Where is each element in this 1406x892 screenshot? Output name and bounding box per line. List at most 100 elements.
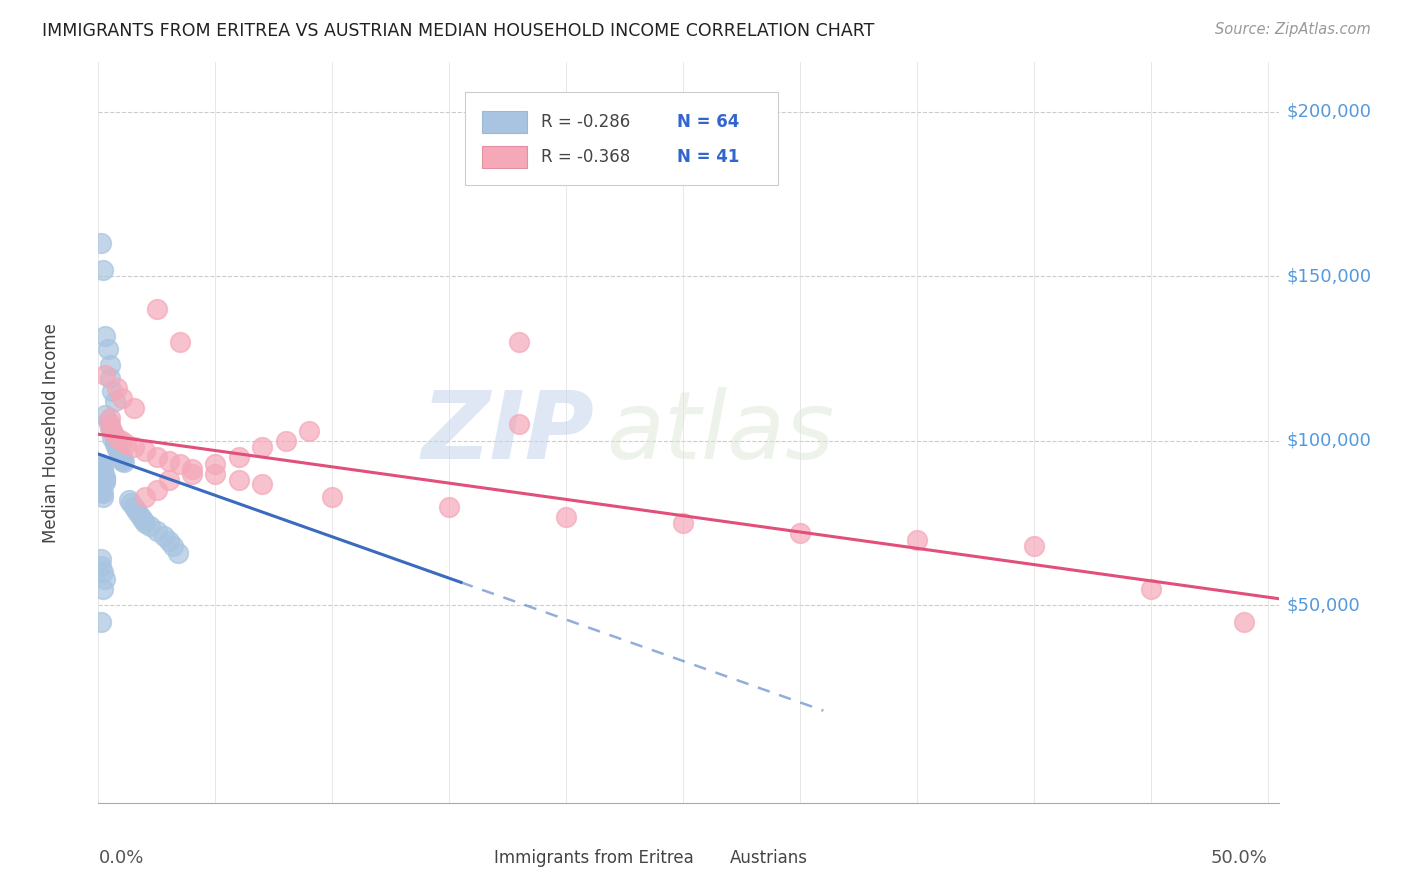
Point xyxy=(321,490,343,504)
Point xyxy=(181,462,204,476)
Text: Austrians: Austrians xyxy=(730,848,808,867)
Point xyxy=(101,431,124,445)
Point xyxy=(97,414,120,428)
Text: R = -0.286: R = -0.286 xyxy=(541,112,630,130)
Point xyxy=(111,453,134,467)
Text: N = 64: N = 64 xyxy=(678,112,740,130)
Point xyxy=(672,516,695,530)
Point xyxy=(204,467,226,481)
Point xyxy=(105,441,128,455)
Point xyxy=(94,368,117,382)
Point xyxy=(90,460,112,475)
Text: $200,000: $200,000 xyxy=(1286,103,1371,120)
Point xyxy=(111,434,134,448)
Point xyxy=(111,391,134,405)
FancyBboxPatch shape xyxy=(464,92,778,185)
Point xyxy=(129,509,152,524)
Point xyxy=(90,483,112,498)
Point xyxy=(98,417,121,432)
Point xyxy=(122,401,145,415)
Point xyxy=(105,442,128,456)
Point xyxy=(122,441,145,455)
Point xyxy=(91,486,114,500)
Point xyxy=(104,394,127,409)
Point xyxy=(98,420,121,434)
Text: atlas: atlas xyxy=(606,387,835,478)
Point xyxy=(94,475,117,489)
Point xyxy=(250,476,273,491)
Point xyxy=(298,424,321,438)
Point xyxy=(91,462,114,476)
Point xyxy=(228,450,250,465)
Point xyxy=(105,381,128,395)
Point xyxy=(146,450,169,465)
Point xyxy=(91,262,114,277)
Point xyxy=(90,615,112,629)
Point xyxy=(1233,615,1256,629)
Point xyxy=(91,582,114,596)
Point xyxy=(90,482,112,496)
Point xyxy=(132,513,155,527)
Point xyxy=(108,449,131,463)
Point xyxy=(94,328,117,343)
Point xyxy=(157,453,180,467)
Point xyxy=(98,410,121,425)
Point xyxy=(905,533,928,547)
Point xyxy=(115,437,138,451)
Text: $150,000: $150,000 xyxy=(1286,268,1372,285)
Point xyxy=(97,342,120,356)
Point xyxy=(139,519,162,533)
Point xyxy=(90,457,112,471)
Point xyxy=(167,546,190,560)
Text: N = 41: N = 41 xyxy=(678,148,740,166)
Point xyxy=(91,463,114,477)
Point xyxy=(250,441,273,455)
Point xyxy=(181,467,204,481)
Text: 0.0%: 0.0% xyxy=(98,849,143,867)
Point xyxy=(104,437,127,451)
Text: $50,000: $50,000 xyxy=(1286,597,1360,615)
Point xyxy=(146,524,169,539)
Point xyxy=(228,473,250,487)
Point xyxy=(94,472,117,486)
Point xyxy=(134,490,156,504)
Point xyxy=(157,473,180,487)
Point xyxy=(169,457,191,471)
Text: 50.0%: 50.0% xyxy=(1211,849,1268,867)
Point xyxy=(90,458,112,473)
Point xyxy=(111,450,134,465)
Point xyxy=(122,500,145,514)
Point xyxy=(118,493,141,508)
Point xyxy=(90,480,112,494)
Point xyxy=(98,371,121,385)
Bar xyxy=(482,111,527,133)
Point xyxy=(101,424,124,438)
Point xyxy=(169,335,191,350)
Point xyxy=(91,566,114,580)
Point xyxy=(153,529,176,543)
Point xyxy=(508,417,530,432)
Point xyxy=(439,500,461,514)
Point xyxy=(108,447,131,461)
Bar xyxy=(683,848,721,867)
Point xyxy=(104,434,127,448)
Point xyxy=(1140,582,1163,596)
Text: R = -0.368: R = -0.368 xyxy=(541,148,630,166)
Point xyxy=(91,468,114,483)
Point xyxy=(125,503,148,517)
Point xyxy=(274,434,297,448)
Point xyxy=(94,408,117,422)
Point xyxy=(112,455,135,469)
Point xyxy=(91,467,114,481)
Point xyxy=(94,470,117,484)
Point xyxy=(90,552,112,566)
Point xyxy=(98,358,121,372)
Point xyxy=(555,509,578,524)
Point xyxy=(90,558,112,573)
Point xyxy=(162,539,184,553)
Point xyxy=(127,506,149,520)
Point xyxy=(90,484,112,499)
Text: Immigrants from Eritrea: Immigrants from Eritrea xyxy=(494,848,693,867)
Point xyxy=(108,443,131,458)
Point xyxy=(90,476,112,491)
